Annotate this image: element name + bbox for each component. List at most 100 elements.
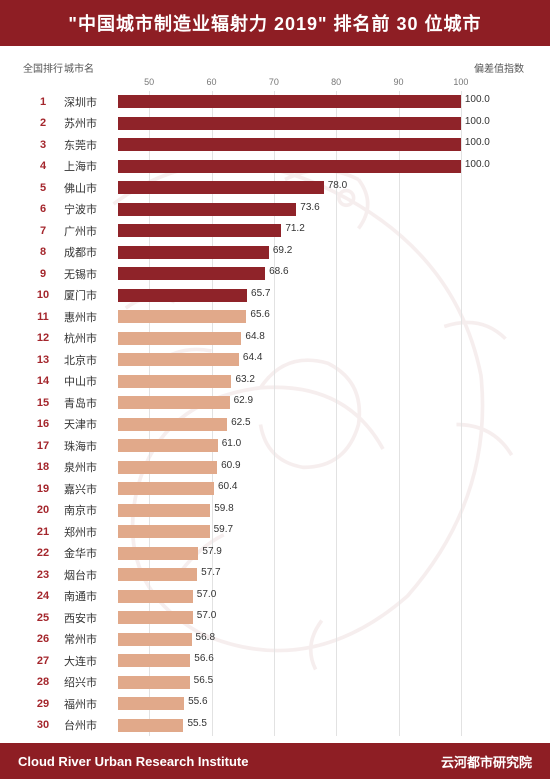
table-row: 12杭州市64.8 <box>22 328 528 350</box>
bar: 100.0 <box>118 160 461 173</box>
city-cell: 宁波市 <box>64 201 118 217</box>
bar: 69.2 <box>118 246 269 259</box>
bar: 68.6 <box>118 267 265 280</box>
city-cell: 珠海市 <box>64 438 118 454</box>
city-cell: 烟台市 <box>64 567 118 583</box>
value-label: 100.0 <box>465 159 490 170</box>
table-row: 20南京市59.8 <box>22 500 528 522</box>
city-cell: 厦门市 <box>64 287 118 303</box>
bar-cell: 100.0 <box>118 138 492 151</box>
rank-cell: 15 <box>22 397 64 409</box>
city-cell: 绍兴市 <box>64 674 118 690</box>
bar-cell: 64.4 <box>118 353 492 366</box>
value-label: 57.0 <box>197 610 216 621</box>
table-row: 1深圳市100.0 <box>22 91 528 113</box>
table-row: 3东莞市 100.0 <box>22 134 528 156</box>
rank-cell: 14 <box>22 375 64 387</box>
bar-cell: 64.8 <box>118 332 492 345</box>
bar-cell: 100.0 <box>118 117 492 130</box>
bar-cell: 65.7 <box>118 289 492 302</box>
city-cell: 上海市 <box>64 158 118 174</box>
rank-cell: 3 <box>22 139 64 151</box>
bar-cell: 57.7 <box>118 568 492 581</box>
rank-cell: 23 <box>22 569 64 581</box>
bar-cell: 56.8 <box>118 633 492 646</box>
bar: 62.9 <box>118 396 230 409</box>
bar: 57.7 <box>118 568 197 581</box>
table-row: 22金华市57.9 <box>22 543 528 565</box>
bar: 64.4 <box>118 353 239 366</box>
value-label: 57.9 <box>202 546 221 557</box>
axis-tick: 70 <box>269 77 279 87</box>
value-label: 57.7 <box>201 567 220 578</box>
bar: 59.8 <box>118 504 210 517</box>
table-row: 7广州市71.2 <box>22 220 528 242</box>
city-cell: 苏州市 <box>64 115 118 131</box>
bar: 65.7 <box>118 289 247 302</box>
rank-cell: 25 <box>22 612 64 624</box>
rank-cell: 6 <box>22 203 64 215</box>
bar-cell: 57.0 <box>118 611 492 624</box>
rank-cell: 1 <box>22 96 64 108</box>
bar: 59.7 <box>118 525 210 538</box>
value-label: 55.6 <box>188 696 207 707</box>
rows-container: 1深圳市100.02苏州市100.03东莞市100.04上海市100.05佛山市… <box>22 91 528 736</box>
bar-cell: 55.6 <box>118 697 492 710</box>
bar-cell: 73.6 <box>118 203 492 216</box>
bar-cell: 55.5 <box>118 719 492 732</box>
bar-cell: 100.0 <box>118 95 492 108</box>
city-cell: 中山市 <box>64 373 118 389</box>
value-label: 61.0 <box>222 438 241 449</box>
rank-cell: 8 <box>22 246 64 258</box>
value-label: 60.4 <box>218 481 237 492</box>
table-row: 15青岛市62.9 <box>22 392 528 414</box>
column-headers: 全国排行 城市名 偏差值指数 <box>22 60 528 75</box>
bar: 57.9 <box>118 547 198 560</box>
bar-cell: 68.6 <box>118 267 492 280</box>
axis-tick: 90 <box>393 77 403 87</box>
city-cell: 大连市 <box>64 653 118 669</box>
value-label: 59.7 <box>214 524 233 535</box>
bar: 100.0 <box>118 117 461 130</box>
bar: 64.8 <box>118 332 241 345</box>
table-row: 13北京市64.4 <box>22 349 528 371</box>
value-label: 68.6 <box>269 266 288 277</box>
table-row: 2苏州市100.0 <box>22 113 528 135</box>
rank-cell: 16 <box>22 418 64 430</box>
header-bar: "中国城市制造业辐射力 2019" 排名前 30 位城市 <box>0 0 550 46</box>
value-label: 55.5 <box>187 718 206 729</box>
bar: 78.0 <box>118 181 324 194</box>
bar: 55.6 <box>118 697 184 710</box>
bar-cell: 69.2 <box>118 246 492 259</box>
city-cell: 成都市 <box>64 244 118 260</box>
bar-cell: 60.4 <box>118 482 492 495</box>
table-row: 16天津市62.5 <box>22 414 528 436</box>
table-row: 19嘉兴市60.4 <box>22 478 528 500</box>
bar: 60.9 <box>118 461 217 474</box>
city-cell: 天津市 <box>64 416 118 432</box>
value-label: 65.7 <box>251 288 270 299</box>
city-cell: 东莞市 <box>64 137 118 153</box>
value-label: 100.0 <box>465 137 490 148</box>
table-row: 14中山市63.2 <box>22 371 528 393</box>
table-row: 18泉州市60.9 <box>22 457 528 479</box>
rank-cell: 9 <box>22 268 64 280</box>
city-cell: 佛山市 <box>64 180 118 196</box>
bar: 56.6 <box>118 654 190 667</box>
city-cell: 无锡市 <box>64 266 118 282</box>
table-row: 10厦门市65.7 <box>22 285 528 307</box>
rank-cell: 24 <box>22 590 64 602</box>
col-header-city: 城市名 <box>64 60 118 75</box>
value-label: 56.5 <box>194 675 213 686</box>
city-cell: 台州市 <box>64 717 118 733</box>
bar: 63.2 <box>118 375 231 388</box>
rank-cell: 22 <box>22 547 64 559</box>
value-label: 100.0 <box>465 116 490 127</box>
bar-cell: 59.8 <box>118 504 492 517</box>
value-label: 100.0 <box>465 94 490 105</box>
city-cell: 南通市 <box>64 588 118 604</box>
city-cell: 杭州市 <box>64 330 118 346</box>
city-cell: 广州市 <box>64 223 118 239</box>
bar: 57.0 <box>118 590 193 603</box>
table-row: 4上海市100.0 <box>22 156 528 178</box>
